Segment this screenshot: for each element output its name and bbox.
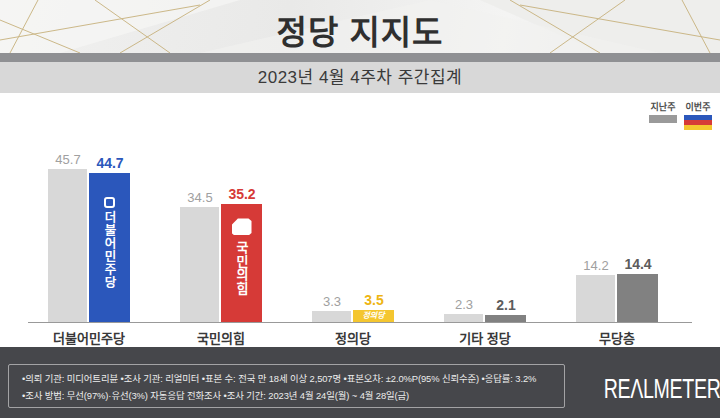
bar-inner-label: 더불어민주당 bbox=[100, 211, 119, 289]
bar-this-week bbox=[485, 315, 526, 322]
bar-last-week bbox=[48, 169, 87, 322]
chart-area: 지난주 이번주 더불어민주당45.744.7국민의힘34.535.2정의당3.3… bbox=[0, 93, 720, 347]
bar-this-week: 더불어민주당 bbox=[89, 173, 130, 322]
bar-this-week bbox=[617, 274, 658, 322]
page-subtitle: 2023년 4월 4주차 주간집계 bbox=[258, 68, 463, 87]
bar-inner-label: 정의당 bbox=[353, 310, 394, 322]
value-label-this-week: 14.4 bbox=[608, 256, 668, 272]
header-divider-band bbox=[0, 53, 720, 62]
value-label-this-week: 2.1 bbox=[476, 297, 536, 313]
chart-legend: 지난주 이번주 bbox=[649, 100, 712, 130]
header: 정당 지지도 bbox=[0, 0, 720, 53]
bar-inner-label: 국민의힘 bbox=[232, 241, 251, 295]
survey-info-box: •의뢰 기관: 미디어트리뷴 •조사 기관: 리얼미터 •표본 수: 전국 만 … bbox=[8, 364, 565, 408]
legend-last-week-label: 지난주 bbox=[651, 100, 676, 113]
value-label-this-week: 44.7 bbox=[80, 155, 140, 171]
legend-swatch-band bbox=[684, 125, 712, 130]
legend-this-week-swatch bbox=[684, 115, 712, 130]
page-title: 정당 지지도 bbox=[0, 6, 720, 53]
realmeter-logo: REΛLMETER bbox=[604, 373, 696, 405]
bar-this-week: 정의당 bbox=[353, 310, 394, 322]
legend-this-week: 이번주 bbox=[684, 100, 712, 130]
ppp-logo-icon bbox=[232, 218, 252, 235]
bar-this-week: 국민의힘 bbox=[221, 204, 262, 322]
bar-last-week bbox=[312, 311, 351, 322]
survey-info-line2: •조사 방법: 무선(97%)·유선(3%) 자동응답 전화조사 •조사 기간:… bbox=[22, 387, 564, 404]
legend-last-week-swatch bbox=[649, 115, 677, 123]
category-label: 기타 정당 bbox=[419, 328, 551, 347]
legend-this-week-label: 이번주 bbox=[686, 100, 711, 113]
value-label-this-week: 3.5 bbox=[344, 292, 404, 308]
value-label-this-week: 35.2 bbox=[212, 186, 272, 202]
bar-last-week bbox=[180, 207, 219, 322]
bar-last-week bbox=[444, 314, 483, 322]
bar-last-week bbox=[576, 275, 615, 322]
category-label: 국민의힘 bbox=[155, 328, 287, 347]
legend-last-week: 지난주 bbox=[649, 100, 677, 130]
subtitle-bar: 2023년 4월 4주차 주간집계 bbox=[0, 62, 720, 93]
category-label: 더불어민주당 bbox=[23, 328, 155, 347]
survey-info-line1: •의뢰 기관: 미디어트리뷴 •조사 기관: 리얼미터 •표본 수: 전국 만 … bbox=[22, 370, 564, 387]
category-label: 무당층 bbox=[551, 328, 683, 347]
footer: •의뢰 기관: 미디어트리뷴 •조사 기관: 리얼미터 •표본 수: 전국 만 … bbox=[0, 347, 720, 418]
category-label: 정의당 bbox=[287, 328, 419, 347]
minjoo-logo-icon bbox=[104, 197, 115, 208]
